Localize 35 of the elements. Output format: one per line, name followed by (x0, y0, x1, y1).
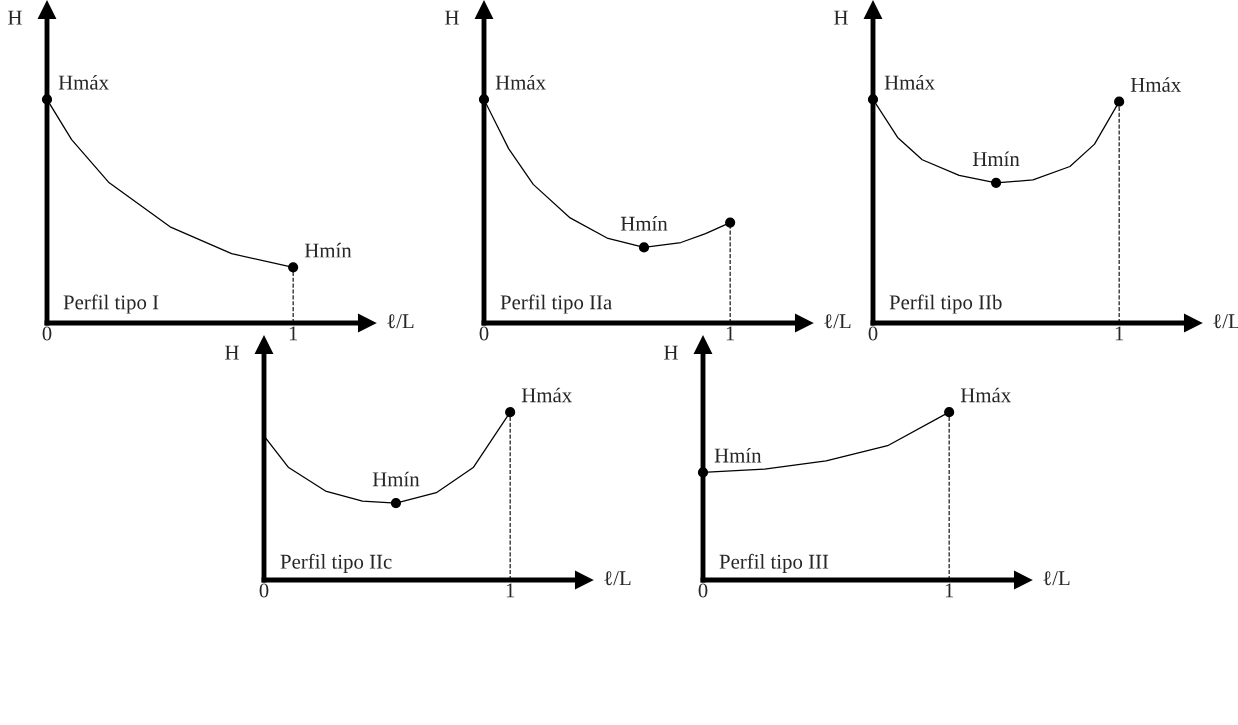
y-axis-title: H (445, 10, 459, 25)
x-axis-title: ℓ/L (824, 314, 851, 329)
x-axis-title: ℓ/L (387, 314, 414, 329)
annotation: Hmáx (58, 74, 109, 90)
annotation: Perfil tipo IIc (280, 553, 392, 573)
annotation: Hmáx (495, 74, 546, 90)
x-axis-title: ℓ/L (604, 571, 631, 586)
x-axis-title: ℓ/L (1043, 571, 1070, 586)
annotation: Hmín (620, 216, 668, 231)
x-tick-label: 0 (698, 583, 708, 598)
x-tick-label: 1 (289, 326, 298, 341)
annotation: Hmín (372, 471, 420, 487)
x-tick-label: 0 (42, 326, 52, 341)
x-tick-label: 0 (479, 326, 489, 341)
annotation: Hmáx (960, 387, 1011, 403)
x-tick-label: 0 (259, 583, 269, 598)
annotation: Hmín (714, 447, 762, 463)
annotation: Hmín (972, 151, 1020, 166)
y-axis-title: H (834, 10, 848, 25)
y-axis-title: H (225, 345, 239, 360)
x-tick-label: 1 (506, 583, 515, 598)
annotation: Hmáx (1130, 77, 1181, 92)
y-axis-title: H (664, 345, 678, 360)
x-tick-label: 1 (945, 583, 954, 598)
annotation: Hmín (304, 242, 352, 258)
annotation: Perfil tipo IIb (889, 294, 1002, 314)
annotation: Hmáx (521, 387, 572, 403)
x-tick-label: 1 (726, 326, 735, 341)
annotation: Perfil tipo IIa (500, 294, 612, 314)
annotation: Hmáx (884, 74, 935, 90)
annotation: Perfil tipo I (63, 294, 159, 314)
annotation: Perfil tipo III (719, 553, 829, 573)
y-axis-title: H (8, 10, 22, 25)
x-tick-label: 1 (1115, 326, 1124, 341)
x-tick-label: 0 (868, 326, 878, 341)
